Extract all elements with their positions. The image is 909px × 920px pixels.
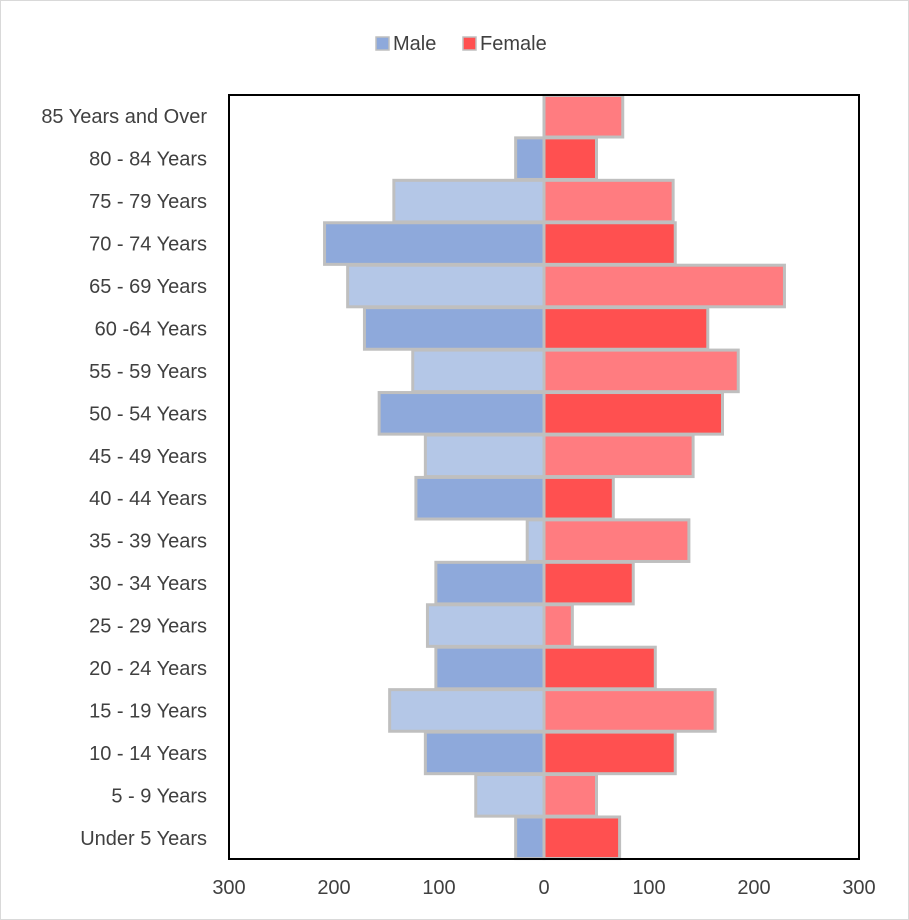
bar-female-55-59-years: [542, 348, 740, 394]
bar-male-under-5-years: [514, 815, 546, 861]
bar-male-55-59-years: [411, 348, 546, 394]
category-label-45-49-years: 45 - 49 Years: [89, 446, 207, 468]
legend-label-male: Male: [393, 33, 436, 55]
bar-female-45-49-years: [542, 433, 695, 479]
x-tick-label: 100: [422, 877, 455, 899]
bar-female-25-29-years: [542, 603, 574, 648]
bar-female-75-79-years: [542, 178, 675, 224]
bar-female-65-69-years: [542, 263, 786, 309]
x-tick-label: 0: [538, 877, 549, 899]
category-label-85-years-and-over: 85 Years and Over: [41, 106, 207, 128]
bar-male-80-84-years: [514, 136, 546, 181]
bar-male-25-29-years: [425, 603, 546, 648]
bar-female-60-64-years: [542, 306, 710, 351]
bar-male-35-39-years: [525, 518, 546, 563]
category-label-75-79-years: 75 - 79 Years: [89, 191, 207, 213]
legend-label-female: Female: [480, 33, 547, 55]
bar-female-under-5-years: [542, 815, 622, 861]
category-label-25-29-years: 25 - 29 Years: [89, 616, 207, 638]
bar-female-80-84-years: [542, 136, 598, 181]
x-tick-label: 300: [212, 877, 245, 899]
bar-male-65-69-years: [346, 263, 546, 309]
bar-female-5-9-years: [542, 773, 598, 818]
bar-male-50-54-years: [377, 391, 546, 436]
category-label-65-69-years: 65 - 69 Years: [89, 276, 207, 298]
bars-layer: [323, 93, 786, 861]
x-tick-label: 200: [317, 877, 350, 899]
category-label-80-84-years: 80 - 84 Years: [89, 149, 207, 171]
bar-male-20-24-years: [434, 645, 546, 691]
category-axis-labels: Under 5 Years 5 - 9 Years 10 - 14 Years 15 …: [41, 106, 207, 850]
category-label-10-14-years: 10 - 14 Years: [89, 743, 207, 765]
bar-female-30-34-years: [542, 560, 635, 606]
bar-male-75-79-years: [392, 178, 546, 224]
category-label-35-39-years: 35 - 39 Years: [89, 531, 207, 553]
bar-male-15-19-years: [388, 688, 546, 733]
category-label-30-34-years: 30 - 34 Years: [89, 573, 207, 595]
category-label-70-74-years: 70 - 74 Years: [89, 234, 207, 256]
category-label-20-24-years: 20 - 24 Years: [89, 658, 207, 680]
x-tick-label: 200: [737, 877, 770, 899]
legend: Male Female: [375, 33, 547, 55]
bar-female-70-74-years: [542, 221, 677, 266]
legend-swatch-female: [462, 36, 477, 51]
bar-male-10-14-years: [423, 730, 546, 776]
bar-female-50-54-years: [542, 391, 724, 436]
category-label-55-59-years: 55 - 59 Years: [89, 361, 207, 383]
category-label-50-54-years: 50 - 54 Years: [89, 403, 207, 425]
bar-male-45-49-years: [423, 433, 546, 479]
bar-male-5-9-years: [474, 773, 546, 818]
category-label-5-9-years: 5 - 9 Years: [111, 785, 207, 807]
bar-female-85-years-and-over: [542, 93, 625, 139]
bar-female-10-14-years: [542, 730, 677, 776]
bar-male-30-34-years: [434, 560, 546, 606]
bar-female-35-39-years: [542, 518, 691, 563]
bar-male-70-74-years: [323, 221, 546, 266]
category-label-15-19-years: 15 - 19 Years: [89, 700, 207, 722]
bar-female-40-44-years: [542, 475, 615, 521]
category-label-under-5-years: Under 5 Years: [80, 828, 207, 850]
bar-male-40-44-years: [414, 475, 546, 521]
plot-area-border: [228, 94, 860, 860]
bar-female-15-19-years: [542, 688, 717, 733]
category-label-40-44-years: 40 - 44 Years: [89, 488, 207, 510]
legend-swatch-male: [375, 36, 390, 51]
value-axis-labels: 300 200 100 0 100 200 300: [212, 877, 875, 899]
bar-female-20-24-years: [542, 645, 657, 691]
bar-male-60-64-years: [362, 306, 546, 351]
category-label-60-64-years: 60 -64 Years: [95, 318, 207, 340]
x-tick-label: 300: [842, 877, 875, 899]
x-tick-label: 100: [632, 877, 665, 899]
